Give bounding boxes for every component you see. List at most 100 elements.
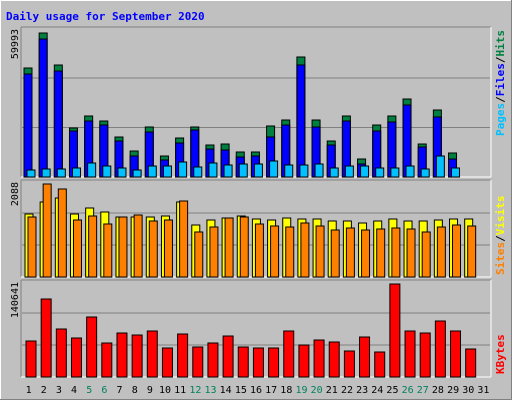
kbytes-bar-day-5-fill xyxy=(86,316,98,378)
chart-title: Daily usage for September 2020 xyxy=(6,10,205,23)
pages-bar-day-21 xyxy=(329,167,339,178)
sites-bar-day-16 xyxy=(254,223,264,278)
pages-bar-day-10 xyxy=(162,165,172,178)
sites-bar-day-22-fill xyxy=(345,227,355,278)
sites-bar-day-24 xyxy=(376,228,386,278)
kbytes-bar-day-7 xyxy=(116,332,128,378)
files-bar-day-1-fill xyxy=(23,73,33,178)
kbytes-bar-day-11-fill xyxy=(177,333,189,378)
pages-bar-day-18-fill xyxy=(284,164,294,178)
x-tick-label-day-26: 26 xyxy=(402,385,414,396)
pages-bar-day-14 xyxy=(223,164,233,178)
x-tick-label-day-11: 11 xyxy=(174,385,186,396)
legend-hits: Hits xyxy=(494,30,507,57)
kbytes-bar-day-22-fill xyxy=(343,350,355,378)
kbytes-bar-day-6 xyxy=(101,342,113,378)
sites-bar-day-7 xyxy=(118,216,128,278)
legend-sep: / xyxy=(494,235,507,242)
pages-bar-day-20-fill xyxy=(314,163,324,178)
sites-bar-day-20 xyxy=(315,225,325,278)
x-tick-label-day-8: 8 xyxy=(132,385,138,396)
pages-bar-day-17-fill xyxy=(269,160,279,178)
pages-bar-day-27 xyxy=(420,168,430,178)
kbytes-bar-day-8 xyxy=(131,334,143,378)
sites-bar-day-25 xyxy=(391,227,401,278)
kbytes-bar-day-7-fill xyxy=(116,332,128,378)
legend-sites: Sites xyxy=(494,242,507,275)
kbytes-bar-day-1 xyxy=(25,340,37,378)
x-tick-label-day-16: 16 xyxy=(250,385,262,396)
files-bar-day-2 xyxy=(38,38,48,178)
kbytes-bar-day-20 xyxy=(313,339,325,378)
pages-bar-day-3 xyxy=(56,168,66,178)
sites-bar-day-29 xyxy=(452,224,462,278)
pages-bar-day-27-fill xyxy=(420,168,430,178)
hits-files-pages-legend: Pages/Files/Hits xyxy=(494,30,507,136)
pages-bar-day-6 xyxy=(102,165,112,178)
kbytes-bar-day-4-fill xyxy=(70,337,82,378)
x-tick-label-day-10: 10 xyxy=(159,385,171,396)
sites-bar-day-9-fill xyxy=(148,220,158,278)
sites-bar-day-17 xyxy=(270,225,280,278)
pages-bar-day-26 xyxy=(405,165,415,178)
pages-bar-day-17 xyxy=(269,160,279,178)
kbytes-bar-day-14-fill xyxy=(222,335,234,378)
x-tick-label-day-2: 2 xyxy=(41,385,47,396)
sites-bar-day-6-fill xyxy=(103,223,113,278)
sites-bar-day-1 xyxy=(27,216,37,278)
x-tick-label-day-27: 27 xyxy=(417,385,429,396)
chart-panels: 599932088140641Pages/Files/HitsSites/Vis… xyxy=(10,26,507,378)
pages-bar-day-2-fill xyxy=(41,168,51,178)
kbytes-bar-day-27 xyxy=(419,332,431,378)
pages-bar-day-18 xyxy=(284,164,294,178)
sites-bar-day-15-fill xyxy=(239,216,249,278)
pages-bar-day-19 xyxy=(299,164,309,178)
sites-bar-day-10-fill xyxy=(163,219,173,278)
pages-bar-day-24-fill xyxy=(375,167,385,178)
pages-bar-day-7 xyxy=(117,167,127,178)
kbytes-bar-day-23 xyxy=(359,336,371,378)
kbytes-bar-day-23-fill xyxy=(359,336,371,378)
x-tick-label-day-6: 6 xyxy=(101,385,107,396)
sites-bar-day-17-fill xyxy=(270,225,280,278)
pages-bar-day-25 xyxy=(390,167,400,178)
sites-bar-day-18-fill xyxy=(285,226,295,278)
pages-bar-day-24 xyxy=(375,167,385,178)
x-tick-label-day-15: 15 xyxy=(235,385,247,396)
sites-bar-day-23 xyxy=(361,229,371,278)
sites-bar-day-23-fill xyxy=(361,229,371,278)
pages-bar-day-20 xyxy=(314,163,324,178)
kbytes-legend: KBytes xyxy=(494,334,507,374)
kbytes-bar-day-29 xyxy=(450,330,462,378)
kbytes-bar-day-20-fill xyxy=(313,339,325,378)
sites-bar-day-25-fill xyxy=(391,227,401,278)
kbytes-bar-day-27-fill xyxy=(419,332,431,378)
pages-bar-day-22-fill xyxy=(344,165,354,178)
pages-bar-day-4 xyxy=(71,167,81,178)
kbytes-bar-day-2-fill xyxy=(40,298,52,378)
x-axis-day-labels: 1 2 3 4 5 6 7 8 9 10 11 12 13 14 15 16 17 18 19 20 21 22 23 24 2… xyxy=(26,385,490,396)
kbytes-bar-day-16 xyxy=(252,347,264,378)
sites-bar-day-30 xyxy=(467,225,477,278)
pages-bar-day-3-fill xyxy=(56,168,66,178)
pages-bar-day-22 xyxy=(344,165,354,178)
sites-bar-day-24-fill xyxy=(376,228,386,278)
sites-bar-day-5-fill xyxy=(88,215,98,278)
x-tick-label-day-9: 9 xyxy=(147,385,153,396)
sites-bar-day-21-fill xyxy=(330,229,340,278)
kbytes-bar-day-8-fill xyxy=(131,334,143,378)
sites-bar-day-19 xyxy=(300,222,310,278)
kbytes-bar-day-5 xyxy=(86,316,98,378)
sites-bar-day-3 xyxy=(57,188,67,278)
sites-bar-day-4-fill xyxy=(72,219,82,278)
sites-bar-day-26 xyxy=(406,228,416,278)
sites-bar-day-15 xyxy=(239,216,249,278)
sites-bar-day-13 xyxy=(209,226,219,278)
kbytes-bar-day-2 xyxy=(40,298,52,378)
kbytes-bar-day-26-fill xyxy=(404,330,416,378)
kbytes-bar-day-6-fill xyxy=(101,342,113,378)
x-tick-label-day-1: 1 xyxy=(26,385,32,396)
kbytes-bar-day-25-fill xyxy=(389,283,401,378)
pages-bar-day-29 xyxy=(451,167,461,178)
